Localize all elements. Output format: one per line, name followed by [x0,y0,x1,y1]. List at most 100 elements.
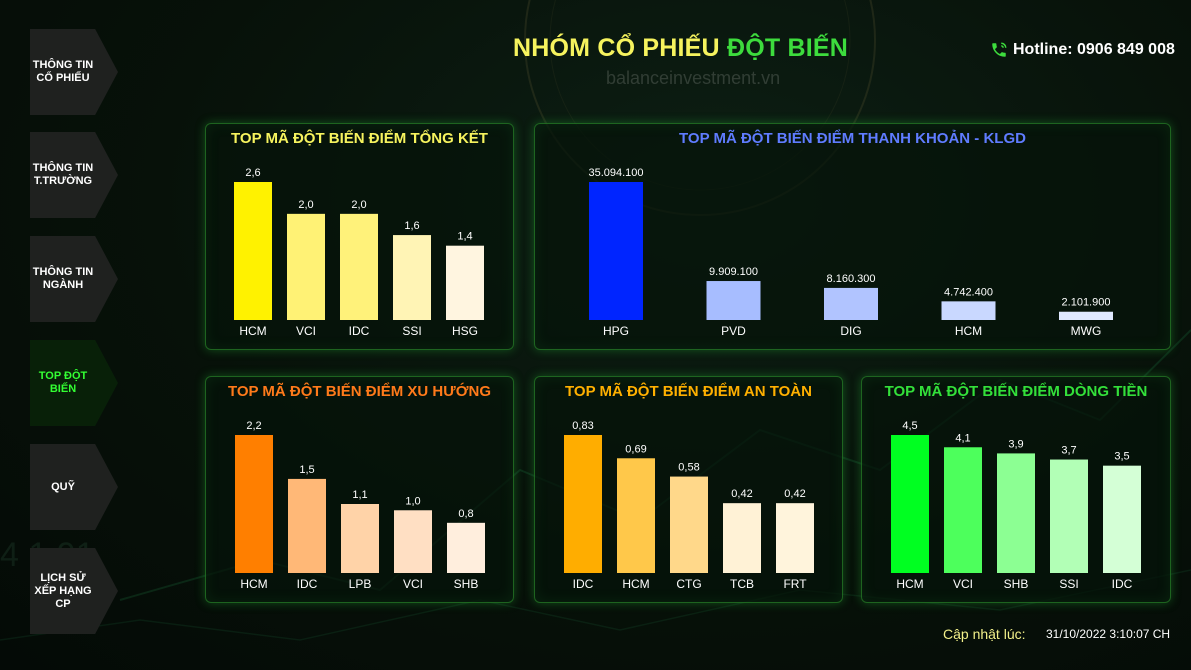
value-label: 2,0 [298,199,313,211]
category-label: HCM [239,324,266,338]
bar-idc[interactable] [564,435,602,573]
bar-dig[interactable] [824,287,878,320]
value-label: 0,42 [784,488,805,500]
value-label: 4,5 [902,420,917,432]
category-label: HCM [240,577,267,591]
update-time: 31/10/2022 3:10:07 CH [1046,627,1171,641]
bar-hcm[interactable] [891,435,929,573]
category-label: IDC [573,577,594,591]
sidebar-item-thong-tin-thi-truong[interactable]: THÔNG TIN T.TRƯỜNG [30,132,118,218]
sidebar-item-top-dot-bien[interactable]: TOP ĐỘT BIẾN [30,340,118,426]
value-label: 4.742.400 [944,286,993,298]
category-label: IDC [297,577,318,591]
category-label: SSI [1059,577,1078,591]
chart-title: TOP MÃ ĐỘT BIẾN ĐIỂM TỔNG KẾT [231,130,488,147]
bar-idc[interactable] [288,478,326,573]
bar-chart-dong-tien: 4,5 HCM 4,1 VCI 3,9 SHB 3,7 SSI 3,5 IDC [891,420,1141,591]
bar-vci[interactable] [394,510,432,573]
bar-frt[interactable] [776,503,814,573]
value-label: 1,5 [299,464,314,476]
sidebar-item-label: THÔNG TIN NGÀNH [32,266,94,291]
category-label: SHB [1004,577,1029,591]
sidebar-item-label: TOP ĐỘT BIẾN [38,370,88,395]
category-label: HSG [452,324,478,338]
category-label: CTG [676,577,701,591]
chart-panel-xu-huong: TOP MÃ ĐỘT BIẾN ĐIỂM XU HƯỚNG 2,2 HCM 1,5 I… [205,376,514,603]
bar-shb[interactable] [447,522,485,573]
bar-chart-tong-ket: 2,6 HCM 2,0 VCI 2,0 IDC 1,6 SSI 1,4 HSG [234,167,484,338]
value-label: 0,8 [458,508,473,520]
chart-panel-an-toan: TOP MÃ ĐỘT BIẾN ĐIỂM AN TOÀN 0,83 IDC 0,69… [534,376,843,603]
bar-ssi[interactable] [1050,459,1088,573]
page-title-part2: ĐỘT BIẾN [726,34,848,62]
chart-title: TOP MÃ ĐỘT BIẾN ĐIỂM AN TOÀN [565,383,812,400]
chart-title: TOP MÃ ĐỘT BIẾN ĐIỂM THANH KHOẢN - KLGD [679,130,1026,147]
value-label: 1,4 [457,231,472,243]
sidebar-item-lich-su-xep-hang[interactable]: LỊCH SỬ XẾP HẠNG CP [30,548,118,634]
bar-hsg[interactable] [446,245,484,320]
category-label: IDC [1112,577,1133,591]
category-label: SSI [402,324,421,338]
category-label: VCI [296,324,316,338]
bar-ssi[interactable] [393,235,431,320]
category-label: PVD [721,324,746,338]
category-label: HCM [622,577,649,591]
bar-lpb[interactable] [341,504,379,573]
page-title: NHÓM CỔ PHIẾU ĐỘT BIẾN [513,34,848,63]
value-label: 8.160.300 [827,273,876,285]
sidebar-item-label: THÔNG TIN T.TRƯỜNG [32,162,94,187]
chart-title: TOP MÃ ĐỘT BIẾN ĐIỂM DÒNG TIỀN [884,383,1148,400]
value-label: 4,1 [955,432,970,444]
value-label: 0,69 [625,443,646,455]
value-label: 1,6 [404,220,419,232]
bar-chart-thanh-khoan: 35.094.100 HPG 9.909.100 PVD 8.160.300 DIG 4.7… [588,167,1113,338]
bar-tcb[interactable] [723,503,761,573]
value-label: 2,6 [245,167,260,179]
bar-hcm[interactable] [235,435,273,573]
bar-mwg[interactable] [1059,311,1113,320]
chart-panel-dong-tien: TOP MÃ ĐỘT BIẾN ĐIỂM DÒNG TIỀN 4,5 HCM 4,1… [861,376,1171,603]
bar-vci[interactable] [944,447,982,573]
category-label: HCM [955,324,982,338]
category-label: FRT [783,577,807,591]
chart-panel-thanh-khoan: TOP MÃ ĐỘT BIẾN ĐIỂM THANH KHOẢN - KLGD … [534,123,1171,350]
value-label: 3,9 [1008,438,1023,450]
category-label: DIG [840,324,861,338]
category-label: IDC [349,324,370,338]
bar-chart-xu-huong: 2,2 HCM 1,5 IDC 1,1 LPB 1,0 VCI 0,8 SHB [235,420,485,591]
category-label: LPB [349,577,372,591]
bar-shb[interactable] [997,453,1035,573]
sidebar-item-thong-tin-co-phieu[interactable]: THÔNG TIN CỔ PHIẾU [30,29,118,115]
watermark-text: balanceinvestment.vn [606,68,781,88]
category-label: SHB [454,577,479,591]
bar-hcm[interactable] [234,182,272,320]
value-label: 9.909.100 [709,266,758,278]
bar-vci[interactable] [287,213,325,320]
value-label: 3,5 [1114,451,1129,463]
bar-hcm[interactable] [617,458,655,573]
chart-title: TOP MÃ ĐỘT BIẾN ĐIỂM XU HƯỚNG [227,383,492,400]
bar-chart-an-toan: 0,83 IDC 0,69 HCM 0,58 CTG 0,42 TCB 0,42 FRT [564,420,814,591]
bar-idc[interactable] [340,213,378,320]
sidebar-item-quy[interactable]: QUỸ [30,444,118,530]
bar-ctg[interactable] [670,476,708,573]
bar-pvd[interactable] [706,281,761,320]
bar-idc[interactable] [1103,465,1141,573]
bar-hcm[interactable] [941,301,996,320]
sidebar-item-label: THÔNG TIN CỔ PHIẾU [32,59,94,84]
update-label: Cập nhật lúc: [943,626,1026,642]
sidebar-item-label: LỊCH SỬ XẾP HẠNG CP [34,571,92,610]
value-label: 1,0 [405,495,420,507]
bar-hpg[interactable] [589,182,643,320]
value-label: 2,0 [351,199,366,211]
category-label: VCI [953,577,973,591]
value-label: 0,42 [731,488,752,500]
sidebar-item-label: QUỸ [51,480,75,493]
category-label: HCM [896,577,923,591]
value-label: 0,58 [678,462,699,474]
chart-panel-tong-ket: TOP MÃ ĐỘT BIẾN ĐIỂM TỔNG KẾT 2,6 HCM 2,0 V… [205,123,514,350]
hotline: Hotline: 0906 849 008 [990,41,1175,59]
sidebar-item-thong-tin-nganh[interactable]: THÔNG TIN NGÀNH [30,236,118,322]
value-label: 0,83 [572,420,593,432]
category-label: VCI [403,577,423,591]
